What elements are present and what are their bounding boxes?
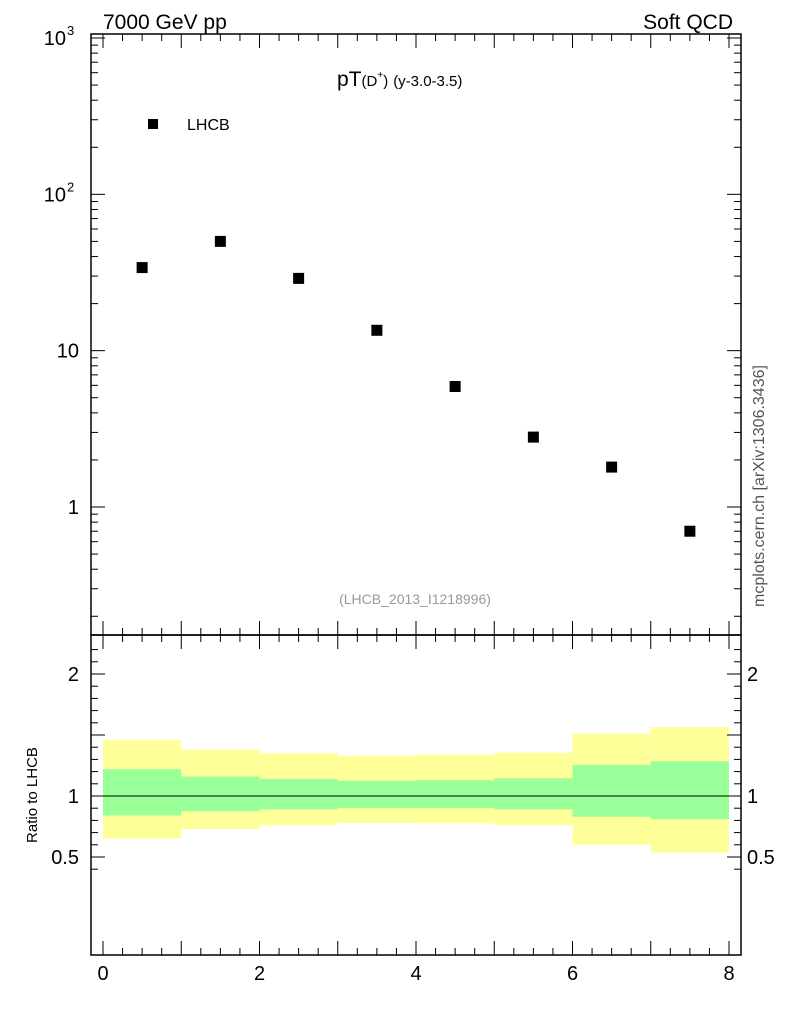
legend-label-lhcb: LHCB: [187, 117, 230, 134]
data-point: [371, 324, 383, 336]
data-point: [214, 235, 226, 247]
data-point: [136, 262, 148, 274]
process-label: Soft QCD: [643, 11, 733, 34]
ratio-y-tick-label-right: 0.5: [747, 847, 775, 869]
title-main: pT: [337, 68, 362, 91]
ratio-x-tick-label: 4: [410, 963, 421, 985]
title-particle-close: ): [383, 73, 388, 90]
uncertainty-band-bin: [103, 769, 182, 816]
ratio-panel: 0.5 0.5 1 1 2 2 0 2 4 6 8 Ratio to LHCB: [24, 634, 775, 985]
data-points: [136, 235, 696, 537]
ratio-x-tick-label: 2: [254, 963, 265, 985]
data-point: [606, 461, 618, 473]
uncertainty-band-bin: [416, 780, 495, 809]
energy-label: 7000 GeV pp: [103, 11, 227, 34]
ratio-y-tick-label-left: 0.5: [51, 847, 79, 869]
ratio-panel-ticks: [91, 635, 741, 955]
ratio-panel-frame: [90, 634, 742, 956]
data-point: [293, 272, 305, 284]
top-y-tick-label: 10: [44, 28, 66, 50]
side-label: mcplots.cern.ch [arXiv:1306.3436]: [751, 365, 768, 607]
analysis-annotation: (LHCB_2013_I1218996): [339, 591, 491, 607]
title-suffix: (y-3.0-3.5): [393, 73, 462, 90]
ratio-panel-y-tick-labels: 0.5 0.5 1 1 2 2: [51, 664, 775, 869]
top-y-tick-label-exponent: 3: [67, 23, 74, 38]
top-y-tick-label-base: 10: [44, 28, 66, 50]
top-y-tick-label-exponent: 2: [67, 179, 74, 194]
data-point: [449, 380, 461, 392]
uncertainty-band-bin: [337, 780, 416, 809]
ratio-y-axis-label: Ratio to LHCB: [24, 747, 41, 843]
top-y-tick-label: 10: [57, 341, 79, 363]
data-point: [684, 525, 696, 537]
statistical-uncertainty-band: [103, 761, 729, 820]
top-y-tick-label: 1: [68, 497, 79, 519]
data-point: [527, 431, 539, 443]
ratio-y-tick-label-right: 2: [747, 664, 758, 686]
ratio-x-tick-label: 8: [723, 963, 734, 985]
ratio-y-tick-label-left: 2: [68, 664, 79, 686]
top-panel-ticks: [91, 34, 741, 635]
uncertainty-band-bin: [572, 764, 651, 817]
legend-marker-lhcb: [148, 119, 158, 129]
ratio-y-tick-label-left: 1: [68, 786, 79, 808]
title-particle: (D: [362, 73, 378, 90]
title-particle-charge: +: [377, 70, 383, 81]
plot-title: pT(D+) (y-3.0-3.5): [337, 68, 462, 91]
ratio-x-tick-label: 0: [97, 963, 108, 985]
ratio-panel-x-tick-labels: 0 2 4 6 8: [97, 963, 734, 985]
uncertainty-band-bin: [259, 778, 338, 810]
ratio-x-tick-label: 6: [567, 963, 578, 985]
uncertainty-band-bin: [181, 776, 260, 812]
ratio-y-tick-label-right: 1: [747, 786, 758, 808]
top-y-tick-label-base: 10: [44, 184, 66, 206]
uncertainty-band-bin: [494, 778, 573, 810]
uncertainty-band-bin: [650, 761, 729, 820]
top-y-tick-label: 10: [44, 184, 66, 206]
